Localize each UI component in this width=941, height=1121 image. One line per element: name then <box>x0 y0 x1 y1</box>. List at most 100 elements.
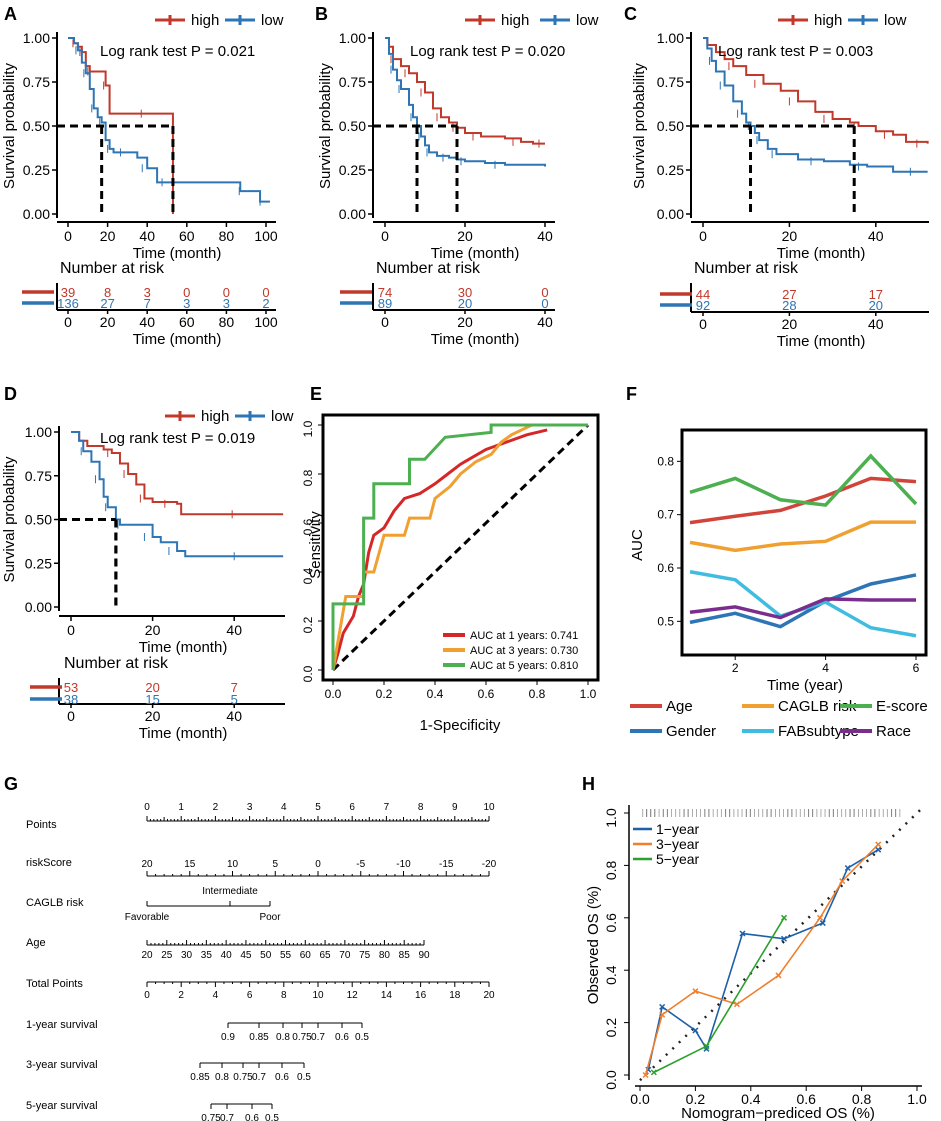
nomogram-row-label: riskScore <box>26 857 72 869</box>
y-tick-label: 1.00 <box>23 30 50 46</box>
calibration-point <box>739 930 746 937</box>
x-tick-label: 0 <box>64 228 72 244</box>
survival-tick-label: 0.8 <box>276 1032 290 1043</box>
age-tick-label: 75 <box>359 950 371 961</box>
auc-line <box>689 597 916 620</box>
total-points-tick-label: 0 <box>144 990 150 1001</box>
auc-line <box>689 453 918 507</box>
y-tick-label: 0.8 <box>657 454 674 468</box>
legend-label-high: high <box>501 12 529 29</box>
legend-label: 1−year <box>656 821 700 837</box>
total-points-tick-label: 14 <box>381 990 393 1001</box>
y-axis-label: Survival probability <box>1 63 18 189</box>
nomogram-row-label: CAGLB risk <box>26 897 84 909</box>
km-curve-low <box>71 431 284 558</box>
x-tick-label: 0.6 <box>478 687 495 701</box>
risk-count-high: 74 <box>378 285 392 300</box>
age-tick-label: 65 <box>320 950 332 961</box>
y-tick-label: 1.00 <box>657 30 684 46</box>
x-axis-label: Time (month) <box>431 245 520 262</box>
risk-count-high: 0 <box>262 285 269 300</box>
y-tick-label: 0.00 <box>25 599 52 615</box>
risk-count-high: 39 <box>61 285 75 300</box>
risk-x-tick-label: 20 <box>100 314 116 330</box>
x-tick-label: 4 <box>822 661 829 675</box>
legend-label: AUC at 3 years: 0.730 <box>470 645 578 657</box>
age-tick-label: 45 <box>240 950 252 961</box>
log-rank-annotation: Log rank test P = 0.020 <box>410 43 565 60</box>
panel-label-D: D <box>4 384 17 404</box>
risk-count-high: 53 <box>64 680 78 695</box>
y-tick-label: 0.25 <box>23 162 50 178</box>
legend-label: 5−year <box>656 851 700 867</box>
nomogram-row-label: Total Points <box>26 978 83 990</box>
caglb-tick-label: Intermediate <box>202 886 258 897</box>
x-tick-label: 0.2 <box>686 1091 706 1107</box>
roc-curve <box>331 428 548 671</box>
risk-x-tick-label: 20 <box>145 708 161 724</box>
risk-x-tick-label: 0 <box>699 316 707 332</box>
x-axis-label: 1-Specificity <box>420 717 501 734</box>
points-tick-label: 3 <box>247 802 253 813</box>
survival-tick-label: 0.5 <box>355 1032 369 1043</box>
calibration-point <box>692 1027 699 1034</box>
risk-count-low: 5 <box>231 692 238 707</box>
x-tick-label: 1.0 <box>580 687 597 701</box>
y-axis-label: Survival probability <box>631 63 648 189</box>
points-tick-label: 8 <box>418 802 424 813</box>
calibration-point <box>817 914 824 921</box>
legend-label-high: high <box>191 12 219 29</box>
nomogram-row-label: Age <box>26 937 46 949</box>
age-tick-label: 60 <box>300 950 312 961</box>
y-tick-label: 0.0 <box>301 665 315 682</box>
x-tick-label: 80 <box>219 228 235 244</box>
risk-x-tick-label: 20 <box>782 316 798 332</box>
risk-count-low: 89 <box>378 296 392 311</box>
km-curve-high <box>71 431 284 516</box>
y-tick-label: 0.4 <box>603 965 619 985</box>
auc-line <box>689 520 916 553</box>
risk-x-tick-label: 80 <box>219 314 235 330</box>
risk-count-high: 7 <box>231 680 238 695</box>
roc-curve <box>331 423 588 670</box>
auc-line <box>689 573 917 629</box>
points-tick-label: 2 <box>213 802 219 813</box>
riskscore-tick-label: 5 <box>272 859 278 870</box>
calibration-point <box>659 1003 666 1010</box>
risk-count-low: 27 <box>100 296 114 311</box>
risk-table-title: Number at risk <box>376 260 481 277</box>
legend-label: AUC at 1 years: 0.741 <box>470 630 578 642</box>
risk-count-low: 92 <box>696 298 710 313</box>
survival-tick-label: 0.75 <box>233 1072 253 1083</box>
survival-tick-label: 0.75 <box>292 1032 312 1043</box>
y-tick-label: 0.00 <box>23 206 50 222</box>
risk-x-axis-label: Time (month) <box>139 725 228 742</box>
y-tick-label: 0.50 <box>339 118 366 134</box>
y-tick-label: 0.2 <box>301 616 315 633</box>
calibration-point <box>844 864 851 872</box>
auc-line <box>689 476 917 525</box>
y-tick-label: 1.00 <box>25 424 52 440</box>
y-tick-label: 0.6 <box>301 518 315 535</box>
x-tick-label: 0.4 <box>427 687 444 701</box>
x-tick-label: 0 <box>67 622 75 638</box>
legend-label-low: low <box>576 12 599 29</box>
panel-label-F: F <box>626 384 637 404</box>
risk-count-high: 17 <box>869 287 883 302</box>
risk-x-axis-label: Time (month) <box>133 331 222 348</box>
y-tick-label: 0.8 <box>603 860 619 880</box>
age-tick-label: 25 <box>161 950 173 961</box>
calibration-point <box>875 846 882 853</box>
x-tick-label: 40 <box>226 622 242 638</box>
calibration-point <box>733 1001 740 1008</box>
total-points-tick-label: 12 <box>347 990 359 1001</box>
caglb-tick-label: Poor <box>259 912 281 923</box>
age-tick-label: 35 <box>201 950 213 961</box>
risk-count-low: 136 <box>57 296 79 311</box>
survival-tick-label: 0.75 <box>201 1113 221 1121</box>
y-tick-label: 0.50 <box>25 512 52 528</box>
risk-x-tick-label: 0 <box>67 708 75 724</box>
survival-tick-label: 0.9 <box>221 1032 235 1043</box>
calibration-point <box>875 841 882 848</box>
